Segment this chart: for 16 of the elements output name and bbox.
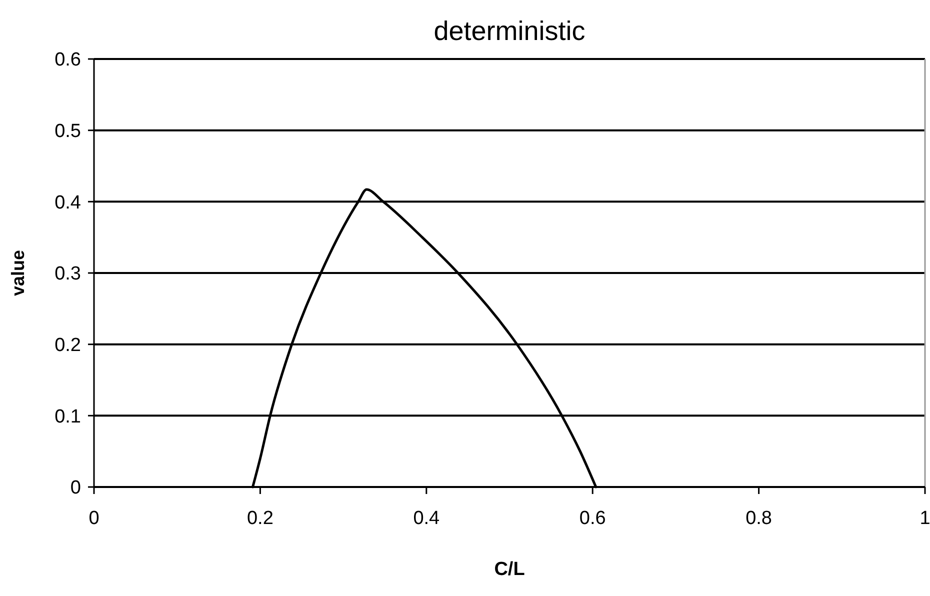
- y-tick-label: 0.1: [54, 406, 81, 428]
- y-tick-label: 0.6: [54, 50, 81, 71]
- x-tick-label: 0.6: [579, 508, 606, 529]
- x-tick-label: 1: [920, 508, 930, 529]
- chart-title: deterministic: [434, 16, 586, 46]
- x-tick-label: 0: [88, 508, 100, 529]
- y-tick-label: 0.5: [54, 120, 81, 142]
- y-tick-label: 0.4: [54, 192, 82, 214]
- y-axis-title: value: [8, 250, 28, 296]
- x-axis-title: C/L: [494, 559, 526, 580]
- y-tick-label: 0.3: [54, 264, 81, 285]
- x-tick-label: 0.4: [413, 508, 440, 529]
- y-tick-label: 0: [70, 478, 81, 499]
- x-tick-label: 0.2: [246, 508, 274, 529]
- y-tick-label: 0.2: [54, 334, 81, 356]
- x-tick-label: 0.8: [746, 508, 772, 529]
